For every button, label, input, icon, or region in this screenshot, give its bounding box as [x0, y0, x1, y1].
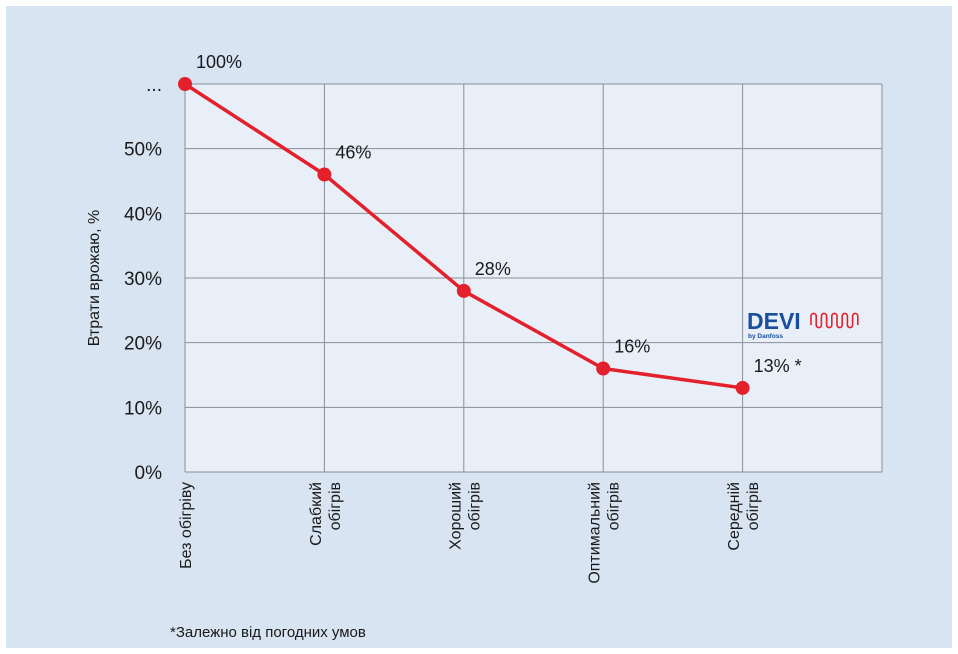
y-tick-label: 10% — [124, 398, 162, 419]
x-category-label: Слабкий обігрів — [308, 482, 344, 546]
x-category-label-line: обігрів — [606, 482, 623, 530]
devi-logo-brand: DEVI — [747, 308, 801, 334]
data-point — [317, 167, 332, 182]
data-label: 28% — [475, 259, 511, 279]
data-label: 16% — [614, 337, 650, 357]
y-tick-label: 0% — [135, 463, 163, 484]
x-category-label-line: обігрів — [745, 482, 762, 530]
data-point — [456, 283, 471, 298]
y-tick-label: 30% — [124, 269, 162, 290]
data-point — [596, 361, 611, 376]
y-tick-label: 20% — [124, 334, 162, 355]
y-tick-label: 40% — [124, 204, 162, 225]
y-tick-label: ... — [146, 75, 162, 96]
x-category-label: Середній обігрів — [726, 482, 762, 551]
devi-logo: DEVI by Danfoss — [747, 308, 859, 340]
x-category-label-line: Оптимальний — [587, 482, 604, 584]
devi-logo-sub: by Danfoss — [748, 333, 783, 340]
heating-cable-icon — [810, 312, 859, 329]
x-category-label: Оптимальний обігрів — [587, 482, 623, 584]
data-point — [735, 380, 750, 395]
x-category-label: Хороший обігрів — [447, 482, 483, 550]
data-label: 46% — [335, 143, 371, 163]
x-category-label-line: обігрів — [466, 482, 483, 530]
x-category-label: Без обігріву — [178, 482, 195, 569]
footnote: *Залежно від погодних умов — [170, 624, 366, 641]
x-category-label-line: обігрів — [327, 482, 344, 530]
x-category-label-line: Хороший — [447, 482, 464, 550]
data-label: 13% * — [754, 356, 802, 376]
x-category-label-line: Слабкий — [308, 482, 325, 546]
data-point — [178, 77, 192, 91]
data-label: 100% — [196, 52, 242, 72]
y-axis-label: Втрати врожаю, % — [86, 210, 103, 346]
x-category-label-line: Середній — [726, 482, 743, 551]
x-category-label-line: Без обігріву — [178, 482, 195, 569]
y-tick-label: 50% — [124, 140, 162, 161]
